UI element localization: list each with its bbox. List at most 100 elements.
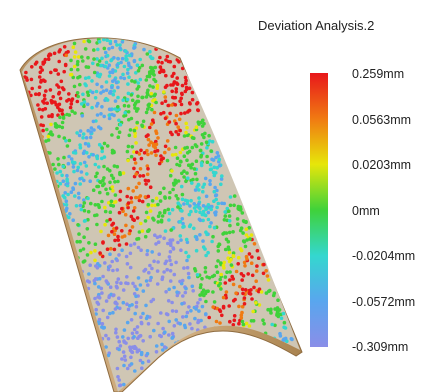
deviation-point — [65, 99, 69, 103]
deviation-point — [257, 303, 262, 307]
deviation-point — [143, 267, 148, 272]
deviation-point — [134, 126, 139, 130]
deviation-point — [159, 157, 164, 162]
deviation-point — [265, 274, 270, 278]
deviation-point — [100, 146, 104, 150]
deviation-point — [109, 107, 113, 112]
deviation-point — [127, 133, 132, 138]
deviation-point — [190, 90, 195, 95]
deviation-point — [107, 74, 112, 78]
deviation-point — [156, 240, 161, 244]
deviation-point — [172, 324, 177, 328]
deviation-point — [201, 185, 205, 189]
deviation-point — [205, 146, 209, 150]
deviation-point — [231, 254, 236, 258]
deviation-point — [133, 161, 138, 165]
deviation-point — [196, 108, 200, 112]
deviation-point — [115, 268, 120, 272]
deviation-point — [69, 102, 74, 106]
deviation-point — [174, 121, 178, 126]
deviation-point — [87, 272, 91, 276]
deviation-point — [218, 334, 222, 339]
deviation-point — [167, 120, 172, 124]
deviation-point — [145, 92, 150, 97]
deviation-point — [156, 260, 160, 264]
deviation-point — [109, 203, 113, 207]
deviation-point — [212, 165, 217, 170]
deviation-point — [92, 128, 96, 132]
deviation-point — [85, 227, 90, 231]
deviation-point — [170, 74, 174, 78]
deviation-point — [158, 191, 163, 195]
deviation-point — [168, 111, 172, 116]
deviation-point — [97, 39, 102, 44]
deviation-point — [152, 77, 156, 82]
deviation-point — [210, 239, 214, 244]
deviation-point — [34, 92, 38, 96]
deviation-point — [104, 96, 108, 101]
deviation-point — [129, 196, 133, 200]
deviation-point — [187, 341, 192, 346]
deviation-point — [86, 209, 91, 214]
deviation-point — [133, 311, 137, 316]
deviation-point — [257, 289, 261, 294]
deviation-point — [78, 145, 83, 150]
deviation-point — [247, 252, 252, 256]
deviation-point — [196, 318, 201, 323]
deviation-point — [208, 163, 213, 167]
deviation-point — [148, 125, 152, 130]
deviation-point — [71, 165, 76, 169]
deviation-point — [187, 275, 191, 280]
deviation-point — [138, 57, 142, 62]
deviation-point — [70, 160, 75, 164]
deviation-point — [190, 136, 195, 140]
deviation-point — [53, 122, 58, 126]
deviation-point — [178, 159, 183, 164]
deviation-point — [82, 208, 87, 213]
deviation-point — [217, 308, 222, 312]
deviation-point — [209, 167, 213, 171]
deviation-point — [188, 322, 192, 326]
deviation-point — [117, 243, 122, 247]
deviation-point — [62, 69, 66, 74]
deviation-point — [235, 217, 240, 221]
deviation-point — [85, 90, 90, 95]
deviation-point — [281, 311, 286, 316]
deviation-point — [158, 65, 163, 69]
deviation-point — [134, 185, 139, 190]
deviation-point — [37, 85, 42, 89]
deviation-point — [229, 336, 234, 340]
deviation-point — [187, 86, 192, 91]
deviation-point — [57, 59, 61, 64]
deviation-point — [156, 136, 160, 140]
deviation-point — [98, 251, 102, 255]
deviation-point — [46, 134, 51, 139]
deviation-point — [140, 199, 145, 204]
deviation-point — [148, 65, 153, 70]
deviation-point — [215, 205, 219, 210]
deviation-point — [156, 214, 161, 218]
deviation-point — [228, 195, 233, 199]
deviation-point — [179, 238, 183, 242]
deviation-point — [172, 272, 177, 277]
deviation-point — [79, 207, 84, 212]
deviation-point — [184, 179, 188, 184]
deviation-point — [164, 290, 168, 294]
deviation-point — [142, 151, 147, 155]
deviation-point — [110, 148, 115, 153]
deviation-point — [92, 57, 96, 61]
deviation-point — [212, 173, 217, 178]
deviation-point — [161, 348, 165, 352]
deviation-point — [60, 125, 65, 130]
deviation-point — [107, 295, 111, 300]
deviation-point — [38, 70, 43, 75]
deviation-point — [105, 247, 110, 251]
deviation-point — [95, 222, 99, 227]
deviation-point — [39, 78, 43, 83]
deviation-point — [234, 269, 239, 274]
deviation-point — [186, 254, 191, 259]
deviation-point — [194, 248, 199, 253]
deviation-point — [79, 170, 84, 174]
deviation-point — [75, 62, 80, 67]
